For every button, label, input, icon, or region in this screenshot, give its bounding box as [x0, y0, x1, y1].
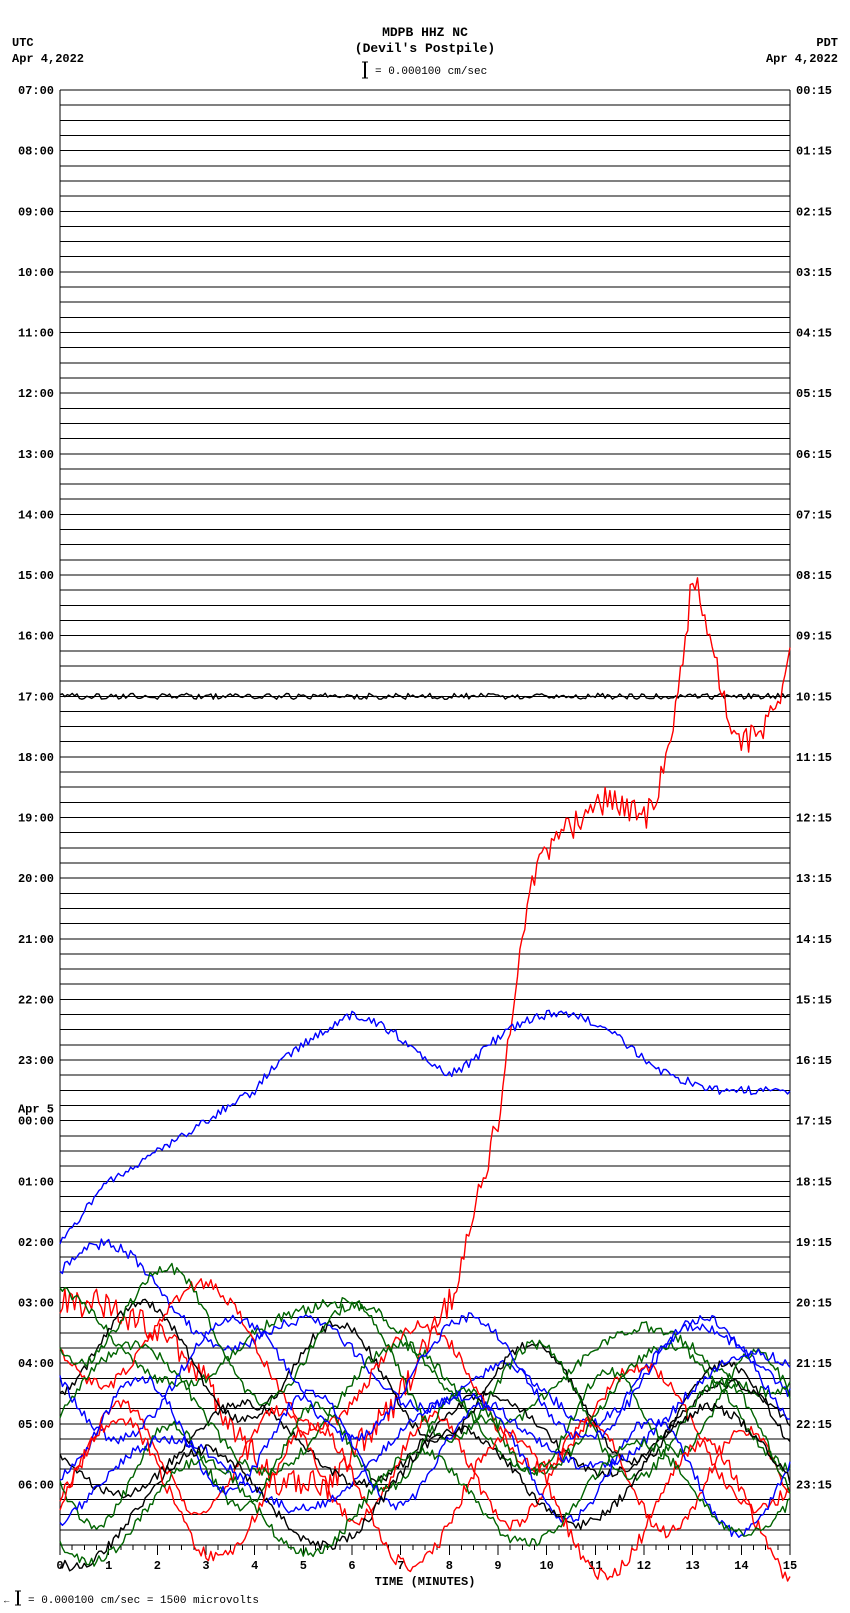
x-tick-label: 8 — [446, 1559, 453, 1573]
left-date-label: Apr 4,2022 — [12, 52, 84, 66]
helicorder-plot: MDPB HHZ NC(Devil's Postpile) = 0.000100 … — [0, 0, 850, 1613]
right-hour-label: 12:15 — [796, 812, 832, 826]
title-line1: MDPB HHZ NC — [382, 25, 468, 40]
x-tick-label: 5 — [300, 1559, 307, 1573]
left-hour-label: 11:00 — [18, 327, 54, 341]
left-tz-label: UTC — [12, 36, 34, 50]
right-date-label: Apr 4,2022 — [766, 52, 838, 66]
left-hour-label: 18:00 — [18, 751, 54, 765]
x-tick-label: 13 — [685, 1559, 699, 1573]
left-hour-label: 21:00 — [18, 933, 54, 947]
left-hour-label: 06:00 — [18, 1478, 54, 1492]
right-hour-label: 10:15 — [796, 690, 832, 704]
right-hour-label: 05:15 — [796, 387, 832, 401]
x-tick-label: 10 — [539, 1559, 553, 1573]
right-hour-label: 00:15 — [796, 84, 832, 98]
x-tick-label: 1 — [105, 1559, 112, 1573]
x-tick-label: 7 — [397, 1559, 404, 1573]
left-hour-label: 12:00 — [18, 387, 54, 401]
seismic-trace — [60, 1010, 790, 1244]
right-hour-label: 16:15 — [796, 1054, 832, 1068]
left-hour-label: 09:00 — [18, 205, 54, 219]
right-hour-label: 03:15 — [796, 266, 832, 280]
left-hour-label: 05:00 — [18, 1418, 54, 1432]
left-hour-label: 10:00 — [18, 266, 54, 280]
left-hour-label: 07:00 — [18, 84, 54, 98]
left-hour-label: 00:00 — [18, 1115, 54, 1129]
left-hour-label: 15:00 — [18, 569, 54, 583]
right-hour-label: 21:15 — [796, 1357, 832, 1371]
left-hour-label: 14:00 — [18, 508, 54, 522]
right-tz-label: PDT — [816, 36, 838, 50]
x-tick-label: 14 — [734, 1559, 748, 1573]
right-hour-label: 02:15 — [796, 205, 832, 219]
right-hour-label: 09:15 — [796, 630, 832, 644]
right-hour-label: 17:15 — [796, 1115, 832, 1129]
seismic-trace — [60, 578, 790, 1500]
left-hour-label: 13:00 — [18, 448, 54, 462]
left-hour-label: 01:00 — [18, 1175, 54, 1189]
footer-text: = 0.000100 cm/sec = 1500 microvolts — [28, 1595, 259, 1607]
x-tick-label: 9 — [494, 1559, 501, 1573]
svg-text:←: ← — [4, 1596, 10, 1606]
title-line2: (Devil's Postpile) — [355, 41, 495, 56]
right-hour-label: 18:15 — [796, 1175, 832, 1189]
seismic-trace — [60, 1349, 790, 1525]
right-hour-label: 13:15 — [796, 872, 832, 886]
x-tick-label: 4 — [251, 1559, 258, 1573]
left-hour-label: 16:00 — [18, 630, 54, 644]
x-axis-label: TIME (MINUTES) — [375, 1575, 476, 1589]
left-hour-label: 19:00 — [18, 812, 54, 826]
right-hour-label: 19:15 — [796, 1236, 832, 1250]
left-hour-label: 03:00 — [18, 1297, 54, 1311]
right-hour-label: 15:15 — [796, 993, 832, 1007]
left-hour-label: 02:00 — [18, 1236, 54, 1250]
right-hour-label: 08:15 — [796, 569, 832, 583]
left-hour-label: 08:00 — [18, 145, 54, 159]
right-hour-label: 20:15 — [796, 1297, 832, 1311]
helicorder-svg: MDPB HHZ NC(Devil's Postpile) = 0.000100 … — [0, 0, 850, 1613]
left-hour-label: 22:00 — [18, 993, 54, 1007]
right-hour-label: 14:15 — [796, 933, 832, 947]
right-hour-label: 07:15 — [796, 508, 832, 522]
left-hour-label: 23:00 — [18, 1054, 54, 1068]
right-hour-label: 06:15 — [796, 448, 832, 462]
x-tick-label: 12 — [637, 1559, 651, 1573]
right-hour-label: 23:15 — [796, 1478, 832, 1492]
left-hour-label: 04:00 — [18, 1357, 54, 1371]
left-hour-label: 17:00 — [18, 690, 54, 704]
scale-legend: = 0.000100 cm/sec — [375, 66, 487, 78]
left-hour-label: 20:00 — [18, 872, 54, 886]
x-tick-label: 6 — [348, 1559, 355, 1573]
right-hour-label: 01:15 — [796, 145, 832, 159]
x-tick-label: 15 — [783, 1559, 797, 1573]
right-hour-label: 04:15 — [796, 327, 832, 341]
right-hour-label: 11:15 — [796, 751, 832, 765]
x-tick-label: 2 — [154, 1559, 161, 1573]
right-hour-label: 22:15 — [796, 1418, 832, 1432]
